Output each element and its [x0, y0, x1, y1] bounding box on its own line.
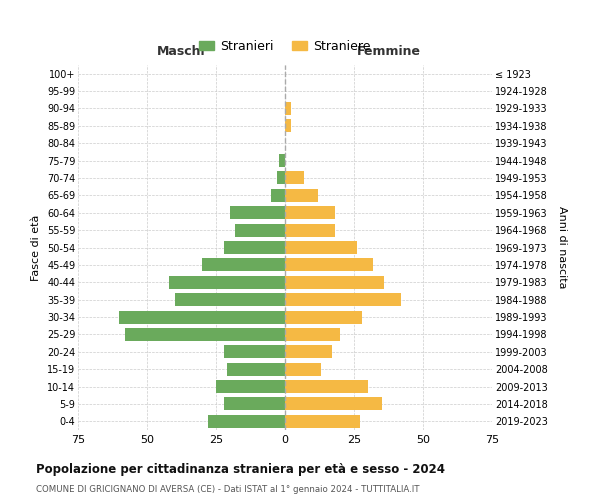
Bar	[271, 189, 285, 202]
Bar	[169, 276, 285, 289]
Bar	[119, 310, 285, 324]
Bar	[230, 206, 285, 220]
Bar	[216, 380, 285, 393]
Bar	[285, 102, 290, 115]
Text: Maschi: Maschi	[157, 45, 206, 58]
Bar	[235, 224, 285, 236]
Bar	[285, 206, 335, 220]
Bar	[285, 224, 335, 236]
Text: Popolazione per cittadinanza straniera per età e sesso - 2024: Popolazione per cittadinanza straniera p…	[36, 462, 445, 475]
Y-axis label: Anni di nascita: Anni di nascita	[557, 206, 567, 289]
Legend: Stranieri, Straniere: Stranieri, Straniere	[194, 34, 376, 58]
Y-axis label: Fasce di età: Fasce di età	[31, 214, 41, 280]
Bar	[285, 398, 382, 410]
Bar	[285, 293, 401, 306]
Bar	[208, 415, 285, 428]
Bar	[280, 154, 285, 167]
Bar	[285, 346, 332, 358]
Bar	[285, 328, 340, 341]
Bar	[285, 189, 318, 202]
Bar	[285, 310, 362, 324]
Bar	[277, 172, 285, 184]
Bar	[285, 241, 357, 254]
Bar	[285, 276, 385, 289]
Bar	[285, 380, 368, 393]
Bar	[227, 362, 285, 376]
Bar	[285, 172, 304, 184]
Bar	[224, 346, 285, 358]
Text: Femmine: Femmine	[356, 45, 421, 58]
Bar	[202, 258, 285, 272]
Text: COMUNE DI GRICIGNANO DI AVERSA (CE) - Dati ISTAT al 1° gennaio 2024 - TUTTITALIA: COMUNE DI GRICIGNANO DI AVERSA (CE) - Da…	[36, 485, 419, 494]
Bar	[224, 398, 285, 410]
Bar	[285, 415, 359, 428]
Bar	[125, 328, 285, 341]
Bar	[285, 362, 321, 376]
Bar	[224, 241, 285, 254]
Bar	[285, 258, 373, 272]
Bar	[175, 293, 285, 306]
Bar	[285, 120, 290, 132]
